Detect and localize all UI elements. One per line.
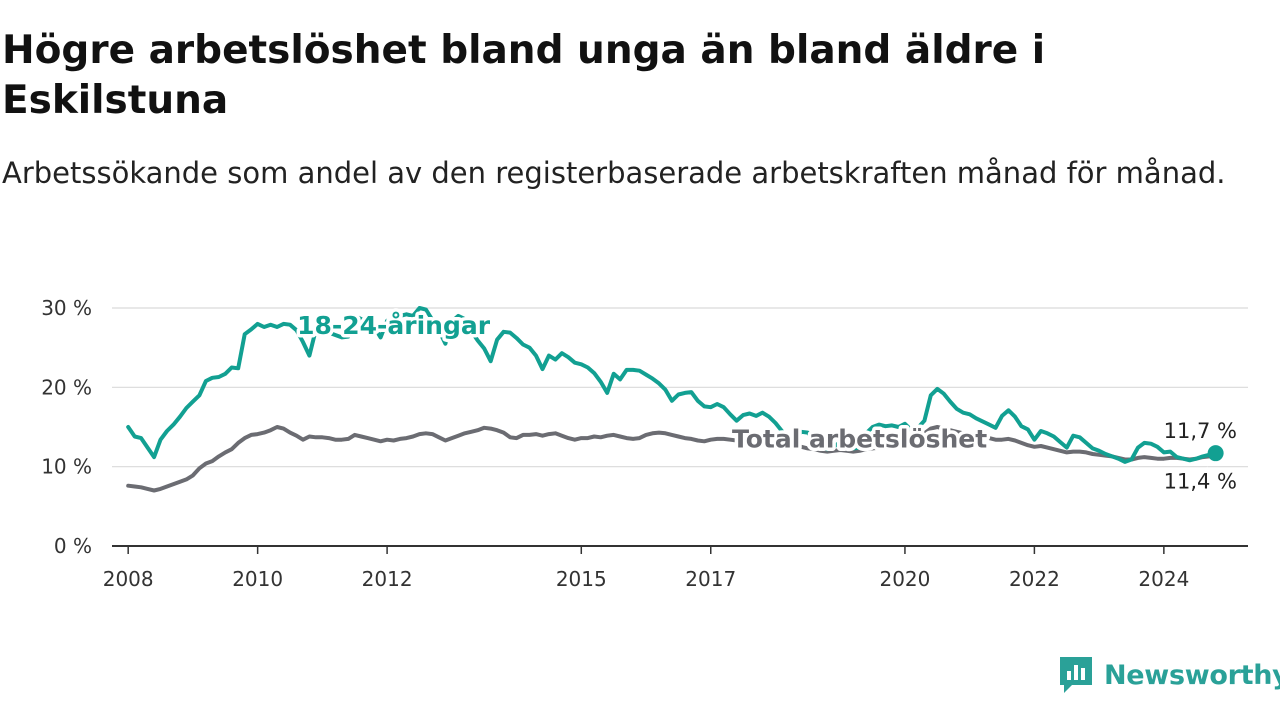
gridlines [112,307,1248,468]
series-line [126,425,1218,493]
end-value-label: 11,7 % [1164,419,1237,443]
brand-name: Newsworthy [1104,659,1280,691]
y-tick-label: 0 % [54,534,92,558]
x-tick-label: 2008 [103,567,154,591]
y-tick-label: 20 % [41,375,92,399]
axes: 0 % 10 % 20 % 30 % 2008 2010 2012 2015 2017 2020 2… [41,296,1248,591]
x-tick-label: 2015 [556,567,607,591]
newsworthy-logo-icon [1060,657,1092,693]
chart-subtitle: Arbetssökande som andel av den registerb… [2,156,1226,190]
series-label: 18-24-åringar [297,311,491,340]
series-end-point [1207,445,1224,462]
newsworthy-logo: Newsworthy [1058,653,1280,697]
series-line [126,306,1218,464]
x-tick-label: 2012 [362,567,413,591]
series-label: Total arbetslöshet [732,425,987,454]
series-labels: 18-24-åringar Total arbetslöshet 11,7 % 11,… [294,308,1240,496]
y-tick-label: 10 % [41,455,92,479]
y-tick-label: 30 % [41,296,92,320]
x-tick-label: 2010 [232,567,283,591]
series-lines [126,306,1224,493]
end-value-label: 11,4 % [1164,470,1237,494]
chart-title: Högre arbetslöshet bland unga än bland ä… [2,28,1046,123]
x-tick-label: 2017 [685,567,736,591]
x-tick-label: 2024 [1138,567,1189,591]
x-tick-label: 2020 [879,567,930,591]
x-tick-label: 2022 [1009,567,1060,591]
